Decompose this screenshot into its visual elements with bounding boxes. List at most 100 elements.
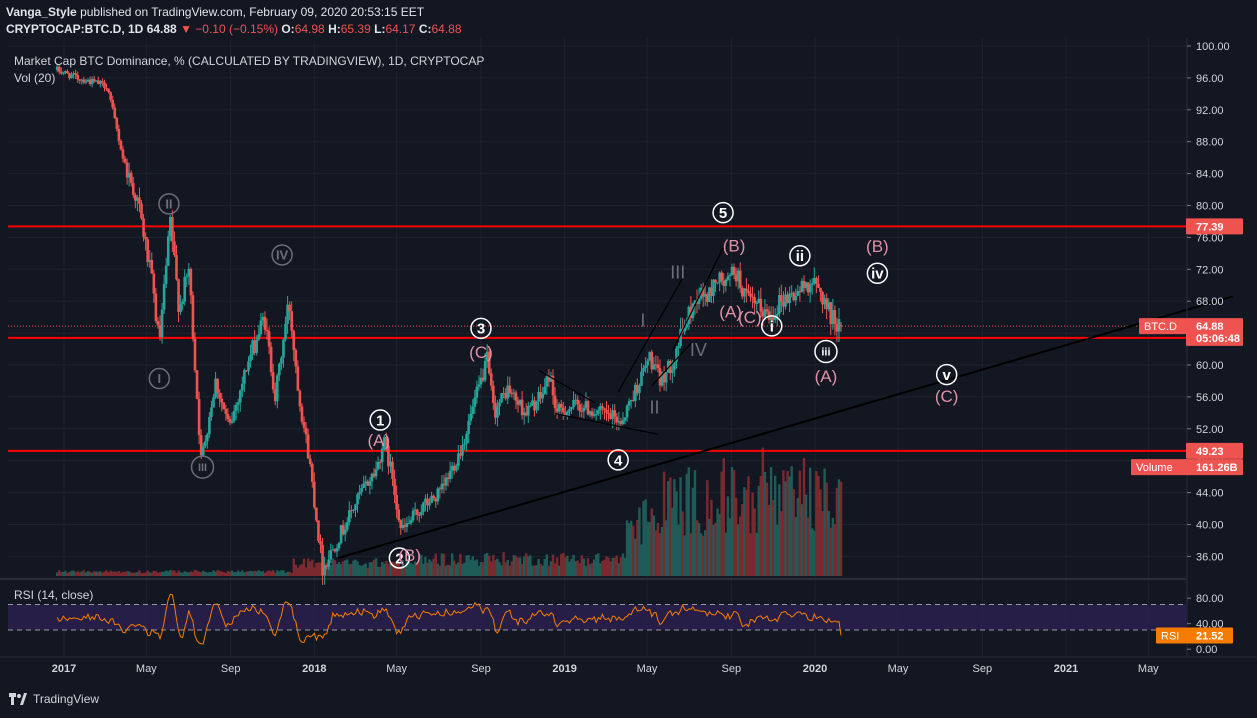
wave-label[interactable]: II: [158, 193, 180, 215]
wave-label[interactable]: v: [935, 363, 958, 386]
volume-bar: [749, 533, 752, 576]
volume-bar: [187, 572, 191, 576]
wave-label[interactable]: (B): [398, 546, 421, 565]
volume-bar: [123, 572, 127, 576]
volume-bar: [378, 566, 382, 576]
wave-label[interactable]: 2: [388, 547, 411, 569]
volume-bar: [578, 563, 581, 576]
wave-label-circle: [148, 367, 171, 390]
volume-bar: [463, 562, 466, 576]
volume-bar: [442, 553, 446, 576]
candle-body: [461, 445, 464, 456]
volume-bar: [769, 467, 773, 576]
wedge-upper[interactable]: [538, 370, 596, 404]
wave-label[interactable]: (C): [935, 387, 959, 406]
volume-bar: [736, 524, 740, 576]
wave-label[interactable]: iii: [814, 339, 838, 364]
wedge-lower[interactable]: [554, 413, 659, 435]
candle-body: [193, 338, 197, 371]
wave-label[interactable]: IV: [690, 340, 707, 360]
wave-label[interactable]: 5: [712, 201, 734, 224]
wave-label[interactable]: (A): [367, 431, 390, 450]
candle-body: [718, 272, 721, 283]
wave-label[interactable]: 4: [607, 449, 629, 471]
channel-base[interactable]: [651, 342, 692, 387]
candle-body: [679, 328, 682, 346]
volume-bar: [136, 572, 139, 576]
wave-label[interactable]: I: [148, 367, 171, 390]
volume-bar: [391, 561, 394, 576]
badge-countdown[interactable]: 05:06:48: [1186, 329, 1243, 346]
rsi-legend[interactable]: RSI (14, close): [14, 588, 94, 602]
volume-bar: [261, 571, 265, 576]
volume-bar: [290, 572, 293, 576]
volume-bar: [708, 518, 711, 576]
candle-body: [732, 266, 736, 275]
candle-body: [504, 393, 507, 399]
wave-label[interactable]: (A): [719, 303, 742, 322]
candle-body: [265, 329, 269, 332]
wave-label[interactable]: (C): [738, 308, 762, 327]
candle-body: [481, 377, 485, 381]
wave-label[interactable]: III: [190, 455, 215, 479]
candle-body: [520, 399, 524, 416]
wave-label[interactable]: ii: [789, 244, 811, 267]
candle-body: [780, 295, 783, 302]
low-label: L:: [374, 22, 386, 36]
volume-bar: [234, 571, 238, 576]
candle-body: [494, 402, 497, 418]
candle-body: [331, 549, 335, 551]
wave-label-text: (A): [367, 431, 390, 450]
rsi-tick-label: 0.00: [1196, 644, 1217, 656]
channel-lower[interactable]: [672, 247, 724, 351]
volume-bar: [776, 524, 779, 576]
wave-label[interactable]: I: [640, 310, 645, 330]
badge-lower-level[interactable]: 49.23: [1186, 442, 1243, 459]
candle-body: [559, 403, 563, 408]
candle-body: [92, 78, 96, 82]
volume-bar: [216, 570, 219, 576]
candle-body: [339, 525, 343, 544]
symbol[interactable]: CRYPTOCAP:BTC.D, 1D: [6, 22, 144, 36]
wave-label[interactable]: III: [670, 262, 685, 282]
volume-bar: [220, 571, 223, 576]
candle-body: [430, 495, 433, 504]
volume-bar: [701, 535, 705, 576]
volume-bar: [605, 556, 608, 576]
publish-text: published on TradingView.com, February 0…: [80, 5, 425, 19]
wave-label[interactable]: iv: [866, 262, 889, 285]
footer-brand[interactable]: TradingView: [8, 692, 99, 706]
volume-bar: [759, 476, 763, 576]
wave-label[interactable]: 3: [470, 317, 492, 340]
wave-label[interactable]: IV: [271, 244, 293, 266]
trendline[interactable]: [338, 295, 1233, 559]
volume-bar: [218, 570, 221, 576]
candle-body: [238, 390, 242, 403]
badge-volume[interactable]: Volume 161.26B: [1131, 459, 1243, 476]
rsi-line: [56, 593, 842, 645]
volume-bar: [584, 565, 588, 576]
badge-rsi[interactable]: RSI 21.52: [1156, 627, 1233, 644]
wave-label[interactable]: (C): [469, 343, 493, 362]
wave-label[interactable]: (B): [723, 236, 746, 255]
wave-label[interactable]: i: [761, 315, 783, 337]
wave-label[interactable]: II: [649, 397, 659, 417]
candle-body: [164, 265, 168, 284]
candle-body: [633, 384, 637, 402]
wave-label[interactable]: (A): [815, 367, 838, 386]
candle-body: [208, 417, 211, 435]
publisher-name[interactable]: Vanga_Style: [6, 5, 77, 19]
candle-body: [710, 287, 713, 296]
volume-bar: [448, 565, 452, 576]
wave-label[interactable]: (B): [866, 237, 889, 256]
channel-upper[interactable]: [617, 277, 684, 393]
volume-legend[interactable]: Vol (20): [14, 71, 56, 85]
candle-body: [580, 410, 584, 412]
series-legend[interactable]: Market Cap BTC Dominance, % (CALCULATED …: [14, 54, 485, 68]
candle-body: [691, 303, 695, 318]
badge-upper-level[interactable]: 77.39: [1186, 218, 1243, 235]
volume-bar: [586, 558, 590, 576]
candle-body: [736, 270, 740, 282]
wave-label[interactable]: 1: [369, 409, 391, 431]
